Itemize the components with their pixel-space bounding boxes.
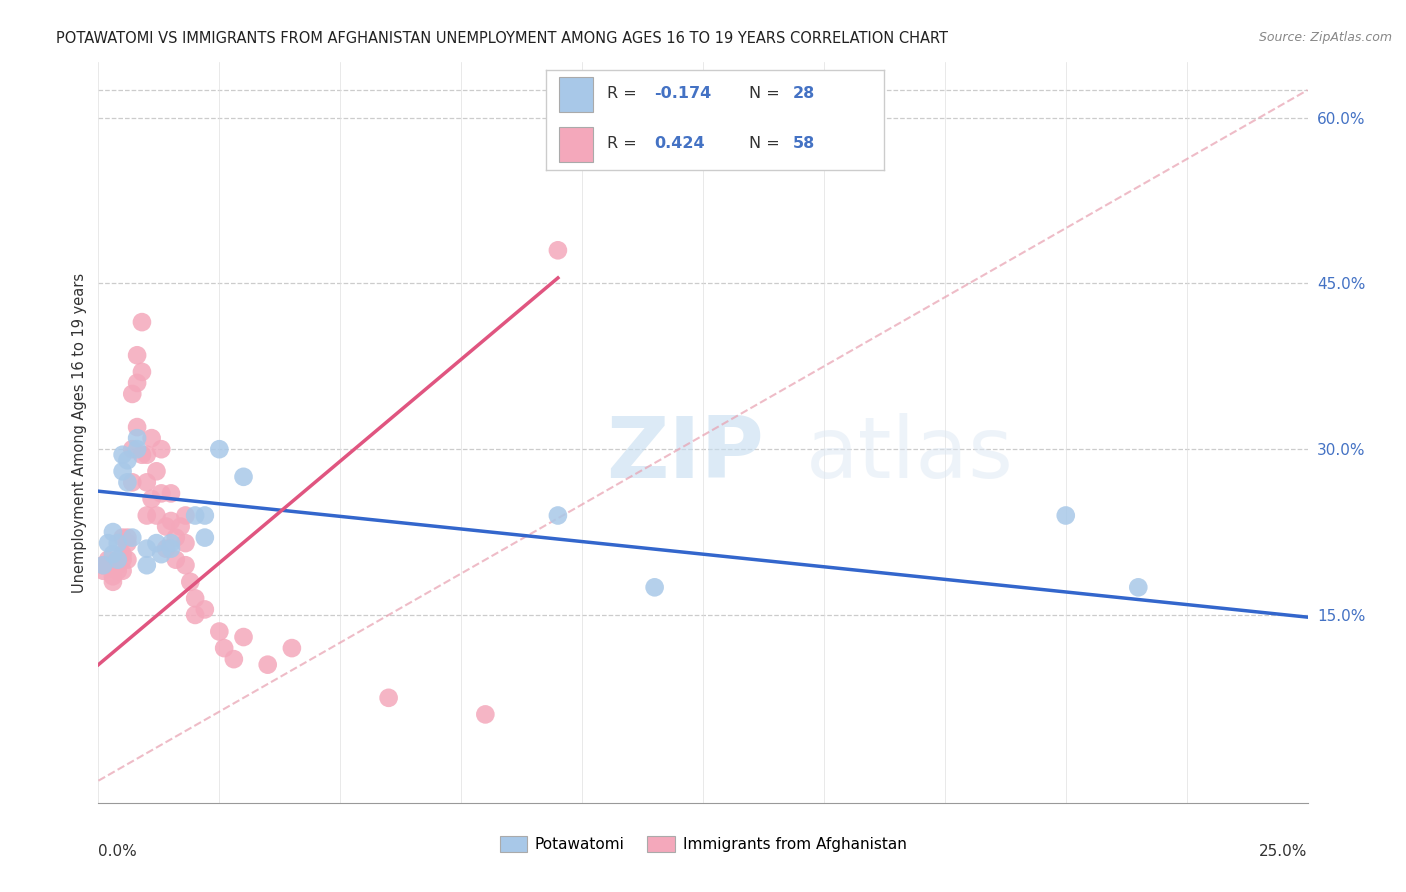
Point [111, 564, 134, 578]
Point [131, 448, 153, 462]
Point [194, 508, 217, 523]
Point [117, 531, 139, 545]
Point [194, 602, 217, 616]
Point [174, 558, 197, 573]
Point [281, 641, 304, 656]
Text: Source: ZipAtlas.com: Source: ZipAtlas.com [1258, 31, 1392, 45]
Point [117, 552, 139, 566]
Point [101, 569, 124, 583]
Point [135, 558, 157, 573]
Point [184, 591, 207, 606]
Point [547, 508, 569, 523]
Point [111, 547, 134, 561]
Point [212, 641, 235, 656]
Point [174, 508, 197, 523]
Point [111, 448, 134, 462]
Point [127, 431, 149, 445]
Point [160, 514, 183, 528]
Point [141, 431, 163, 445]
Point [547, 244, 569, 258]
Point [111, 464, 134, 478]
Point [194, 531, 217, 545]
Point [644, 580, 666, 594]
Point [135, 475, 157, 490]
Text: POTAWATOMI VS IMMIGRANTS FROM AFGHANISTAN UNEMPLOYMENT AMONG AGES 16 TO 19 YEARS: POTAWATOMI VS IMMIGRANTS FROM AFGHANISTA… [56, 31, 948, 46]
Point [141, 491, 163, 506]
Point [101, 574, 124, 589]
Point [184, 607, 207, 622]
Point [107, 558, 129, 573]
Point [121, 475, 143, 490]
Point [131, 315, 153, 329]
Point [101, 558, 124, 573]
Point [101, 524, 124, 539]
Point [121, 442, 143, 457]
Point [121, 387, 143, 401]
Point [107, 552, 129, 566]
Point [155, 519, 177, 533]
Point [232, 470, 254, 484]
Point [117, 453, 139, 467]
Point [127, 420, 149, 434]
Point [1054, 508, 1077, 523]
Point [131, 365, 153, 379]
Point [160, 536, 183, 550]
Point [111, 531, 134, 545]
Point [135, 448, 157, 462]
Point [160, 486, 183, 500]
Point [121, 531, 143, 545]
Point [1128, 580, 1150, 594]
Point [145, 508, 167, 523]
Point [97, 558, 120, 573]
Point [127, 376, 149, 390]
Point [256, 657, 278, 672]
Point [377, 690, 399, 705]
Point [150, 486, 173, 500]
Y-axis label: Unemployment Among Ages 16 to 19 years: Unemployment Among Ages 16 to 19 years [72, 273, 87, 592]
Point [127, 442, 149, 457]
Point [145, 536, 167, 550]
Point [107, 536, 129, 550]
Point [135, 541, 157, 556]
Point [155, 541, 177, 556]
Point [179, 574, 201, 589]
Point [222, 652, 245, 666]
Point [184, 508, 207, 523]
Point [160, 541, 183, 556]
Point [150, 442, 173, 457]
Point [101, 547, 124, 561]
Text: 25.0%: 25.0% [1260, 844, 1308, 858]
Legend: Potawatomi, Immigrants from Afghanistan: Potawatomi, Immigrants from Afghanistan [494, 830, 912, 858]
Point [97, 552, 120, 566]
Point [117, 475, 139, 490]
Point [145, 464, 167, 478]
Point [474, 707, 496, 722]
Point [97, 536, 120, 550]
Point [135, 508, 157, 523]
Point [117, 536, 139, 550]
Point [232, 630, 254, 644]
Point [107, 552, 129, 566]
Text: ZIP: ZIP [606, 413, 763, 496]
Point [174, 536, 197, 550]
Point [107, 564, 129, 578]
Point [150, 547, 173, 561]
Point [91, 558, 114, 573]
Point [208, 624, 231, 639]
Point [165, 552, 187, 566]
Point [127, 348, 149, 362]
Point [208, 442, 231, 457]
Text: atlas: atlas [806, 413, 1014, 496]
Point [111, 552, 134, 566]
Point [169, 519, 191, 533]
Point [165, 531, 187, 545]
Point [91, 558, 114, 573]
Point [91, 564, 114, 578]
Text: 0.0%: 0.0% [98, 844, 138, 858]
